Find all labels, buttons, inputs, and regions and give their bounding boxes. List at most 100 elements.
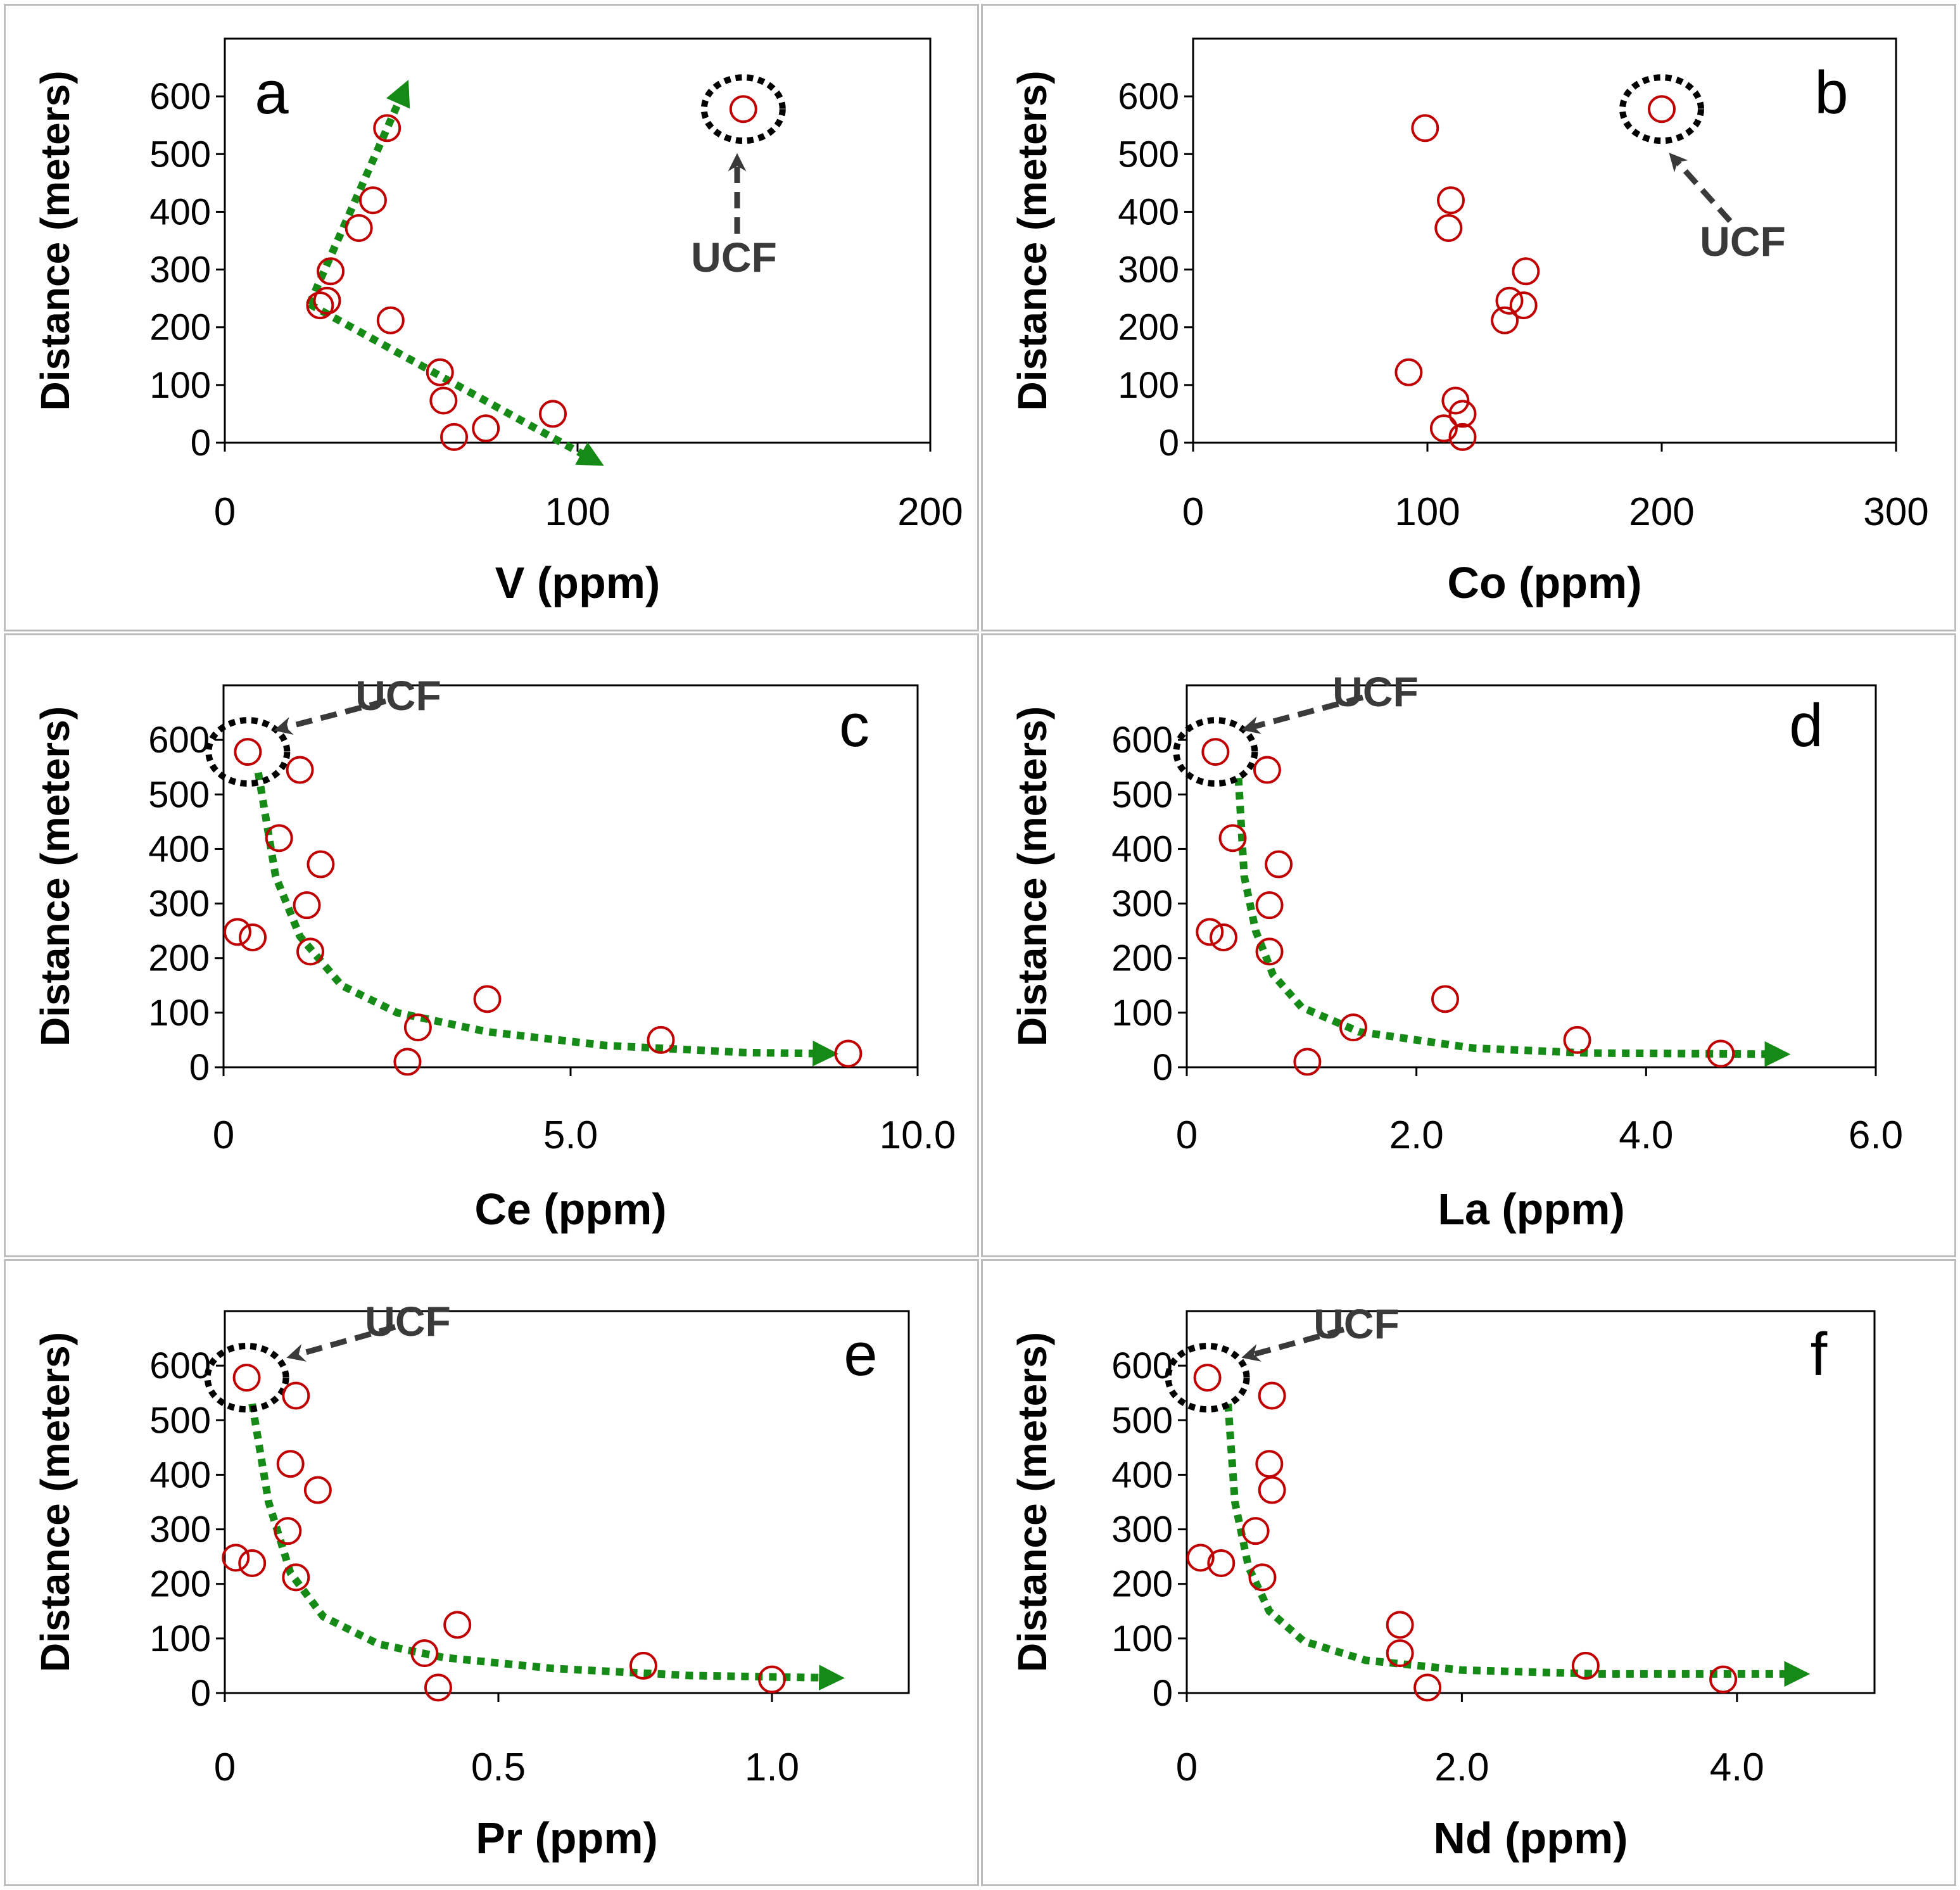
plot-frame [224, 1310, 910, 1694]
x-tick-label: 100 [545, 490, 610, 534]
data-point [1411, 114, 1439, 143]
data-point [1707, 1039, 1735, 1068]
data-point [1437, 186, 1465, 215]
panel-b: b 0 100 200 300 400 500 600 0 100 200 300 Co (ppm) D… [981, 4, 1956, 631]
plot-frame [1192, 37, 1897, 444]
y-tick-label: 500 [149, 134, 211, 175]
ucf-arrow [1241, 694, 1364, 734]
data-point [306, 291, 334, 320]
plot-frame [1185, 1310, 1876, 1694]
data-point [1207, 1549, 1236, 1577]
data-point [303, 1476, 332, 1504]
x-tick-label: 4.0 [1619, 1113, 1673, 1157]
data-point [1196, 918, 1224, 946]
y-tick-label: 100 [148, 993, 210, 1034]
panel-a: a 0 100 200 300 400 500 600 0 100 200 V (ppm) Dista… [4, 4, 979, 631]
data-point [1386, 1611, 1414, 1639]
data-point [1186, 1544, 1215, 1572]
data-point [539, 400, 567, 428]
y-tick-label: 100 [149, 1618, 211, 1659]
y-tick-label: 100 [1118, 365, 1179, 406]
ucf-label: UCF [691, 234, 777, 281]
data-point [1339, 1013, 1367, 1042]
data-point [1429, 414, 1458, 443]
y-tick-label: 400 [149, 191, 211, 232]
data-point [1293, 1048, 1322, 1076]
data-point [376, 306, 405, 334]
chart-e-svg: e 0 100 200 300 400 500 600 0 0.5 1.0 Pr (ppm) Dist… [32, 1298, 910, 1863]
ucf-ring [1619, 74, 1704, 144]
data-point [1255, 937, 1284, 966]
y-tick-label: 0 [189, 1047, 210, 1088]
y-tick-label: 600 [1111, 1345, 1173, 1386]
data-point [393, 1048, 422, 1076]
trend-line [1224, 1404, 1811, 1687]
y-axis-label: Distance (meters) [32, 70, 78, 410]
y-tick-label: 0 [1153, 1673, 1173, 1714]
y-tick-label: 400 [1111, 1454, 1173, 1495]
panel-letter-c: c [839, 692, 869, 759]
data-point [317, 257, 345, 286]
data-point [424, 1673, 452, 1702]
data-point [1394, 358, 1423, 386]
trend-line [306, 80, 410, 306]
data-point [443, 1611, 472, 1639]
x-tick-label: 2.0 [1434, 1746, 1489, 1789]
data-point [282, 1381, 310, 1410]
data-point [222, 1544, 250, 1572]
x-tick-label: 0 [214, 490, 236, 534]
data-point [1648, 95, 1676, 124]
data-point [629, 1651, 657, 1680]
x-tick-label: 1.0 [745, 1746, 799, 1789]
y-tick-label: 600 [1118, 76, 1179, 117]
panel-letter-d: d [1789, 692, 1823, 759]
ucf-label: UCF [355, 672, 441, 719]
x-tick-label: 200 [897, 490, 963, 534]
data-point [403, 1013, 432, 1042]
data-point [238, 1549, 267, 1577]
x-tick-label: 300 [1863, 490, 1928, 534]
data-point [1491, 306, 1519, 334]
data-point [1193, 1364, 1222, 1392]
x-tick-label: 0 [214, 1746, 236, 1789]
ucf-ring [1165, 1343, 1250, 1413]
data-point [1201, 738, 1230, 766]
data-point [1241, 1517, 1270, 1545]
y-tick-label: 0 [1153, 1047, 1173, 1088]
data-point [293, 891, 321, 920]
ucf-arrow [1669, 153, 1733, 224]
data-point [1248, 1563, 1277, 1592]
panel-f: f 0 100 200 300 400 500 600 0 2.0 4.0 Nd (ppm) Dist… [981, 1259, 1956, 1886]
x-tick-label: 2.0 [1389, 1113, 1444, 1157]
data-point [1431, 985, 1459, 1013]
data-point [410, 1639, 439, 1668]
y-tick-label: 300 [149, 250, 211, 291]
x-tick-label: 0.5 [471, 1746, 526, 1789]
x-axis-label: La (ppm) [1438, 1184, 1625, 1234]
data-point [1255, 1450, 1284, 1478]
y-tick-label: 500 [1118, 134, 1179, 175]
plot-frame [1185, 684, 1877, 1069]
x-tick-label: 100 [1394, 490, 1460, 534]
y-tick-label: 200 [1111, 1564, 1173, 1605]
x-tick-label: 0 [1176, 1113, 1198, 1157]
data-point [276, 1450, 305, 1478]
data-point [1512, 257, 1540, 286]
data-point [1258, 1381, 1286, 1410]
y-tick-label: 600 [1111, 720, 1173, 761]
y-tick-label: 300 [1118, 250, 1179, 291]
data-point [1255, 891, 1284, 920]
x-tick-label: 0 [213, 1113, 234, 1157]
data-point [1258, 1476, 1286, 1504]
x-axis-label: Co (ppm) [1447, 558, 1641, 607]
data-point [296, 937, 324, 966]
data-point [834, 1039, 863, 1068]
x-tick-label: 200 [1629, 490, 1694, 534]
y-tick-label: 600 [149, 1345, 211, 1386]
trend-line [254, 771, 839, 1067]
data-point [223, 918, 251, 946]
data-point [1563, 1025, 1591, 1054]
x-axis-label: Ce (ppm) [474, 1184, 666, 1234]
data-point [440, 422, 469, 451]
data-point [274, 1517, 302, 1545]
